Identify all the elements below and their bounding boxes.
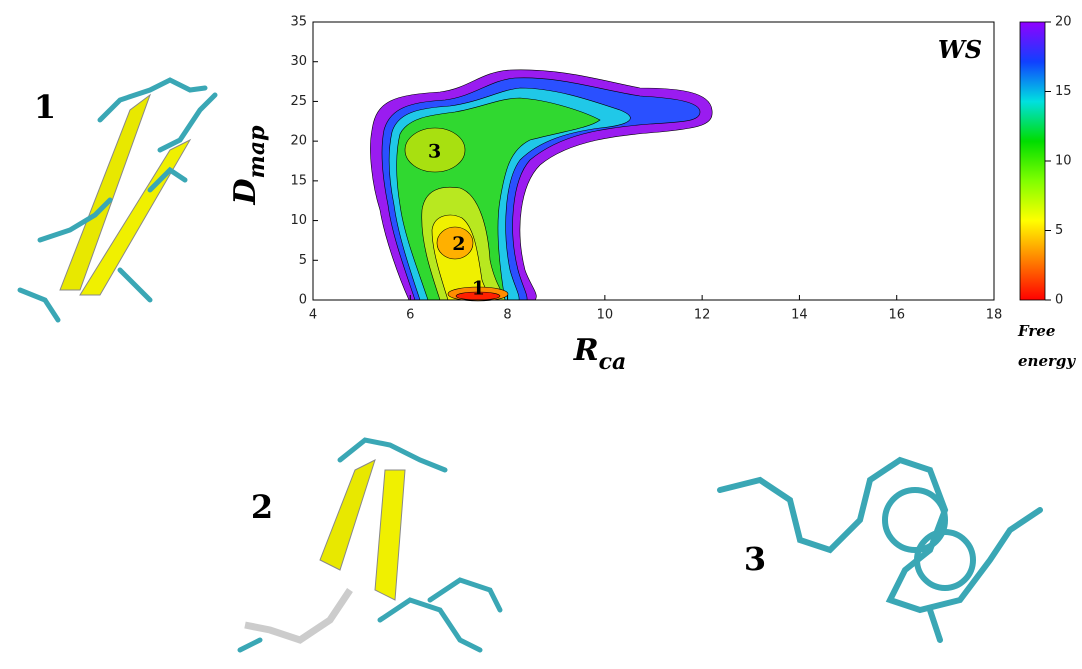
y-tick-label: 35 <box>290 15 307 30</box>
colorbar-tick-label: 5 <box>1055 223 1063 238</box>
colorbar-tick-label: 0 <box>1055 293 1063 308</box>
x-tick-label: 18 <box>986 308 1003 323</box>
x-tick-label: 8 <box>503 308 511 323</box>
minimum-label: 2 <box>452 233 465 255</box>
x-axis-label: Rca <box>573 333 627 375</box>
y-tick-label: 15 <box>290 173 307 188</box>
structure-label: 3 <box>744 540 766 578</box>
y-tick-label: 5 <box>299 253 307 268</box>
y-tick-label: 20 <box>290 134 307 149</box>
annotation: WS <box>938 35 982 64</box>
x-tick-label: 10 <box>597 308 614 323</box>
x-tick-label: 4 <box>309 308 317 323</box>
y-tick-label: 0 <box>299 293 307 308</box>
figure: 468101214161805101520253035 WS Rca Dmap … <box>0 0 1082 669</box>
y-tick-label: 25 <box>290 94 307 109</box>
y-label-main: D <box>228 178 263 205</box>
colorbar-label-2: energy <box>1018 352 1076 370</box>
y-tick-label: 10 <box>290 213 307 228</box>
colorbar-tick-label: 10 <box>1055 154 1072 169</box>
colorbar-tick-label: 15 <box>1055 84 1072 99</box>
colorbar <box>1020 22 1045 300</box>
x-label-main: R <box>573 333 599 368</box>
structure-3 <box>720 460 1040 640</box>
structure-label: 1 <box>34 88 56 126</box>
minimum-label: 1 <box>472 278 485 300</box>
colorbar-tick-label: 20 <box>1055 15 1072 30</box>
x-tick-label: 6 <box>406 308 414 323</box>
y-axis-label: Dmap <box>228 125 270 206</box>
x-label-sub: ca <box>599 349 627 375</box>
y-label-sub: map <box>244 125 270 179</box>
x-tick-label: 12 <box>694 308 711 323</box>
colorbar-label-1: Free <box>1017 322 1055 340</box>
x-tick-label: 16 <box>888 308 905 323</box>
structure-label: 2 <box>251 488 273 526</box>
x-tick-label: 14 <box>791 308 808 323</box>
y-tick-label: 30 <box>290 54 307 69</box>
minimum-label: 3 <box>428 140 441 162</box>
structure-2 <box>240 440 500 650</box>
free-energy-surface <box>370 70 712 301</box>
